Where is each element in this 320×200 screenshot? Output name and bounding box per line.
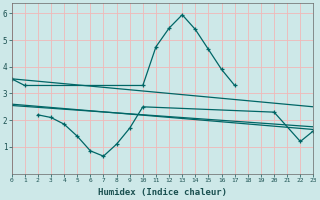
X-axis label: Humidex (Indice chaleur): Humidex (Indice chaleur) bbox=[98, 188, 227, 197]
